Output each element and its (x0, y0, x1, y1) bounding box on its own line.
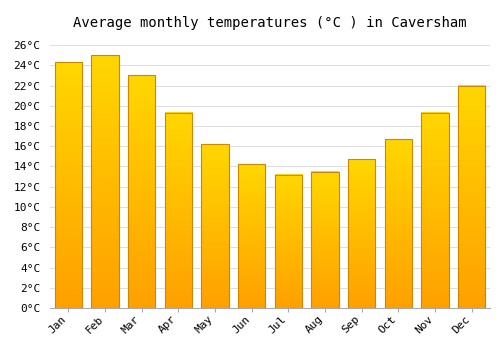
Bar (384, 139, 412, 308)
Bar (274, 175, 302, 308)
Bar (458, 85, 485, 308)
Title: Average monthly temperatures (°C ) in Caversham: Average monthly temperatures (°C ) in Ca… (73, 16, 467, 30)
Bar (201, 144, 229, 308)
Bar (311, 172, 339, 308)
Bar (54, 62, 82, 308)
Bar (91, 55, 119, 308)
Bar (128, 76, 156, 308)
Bar (421, 113, 448, 308)
Bar (238, 164, 266, 308)
Bar (348, 159, 376, 308)
Bar (164, 113, 192, 308)
